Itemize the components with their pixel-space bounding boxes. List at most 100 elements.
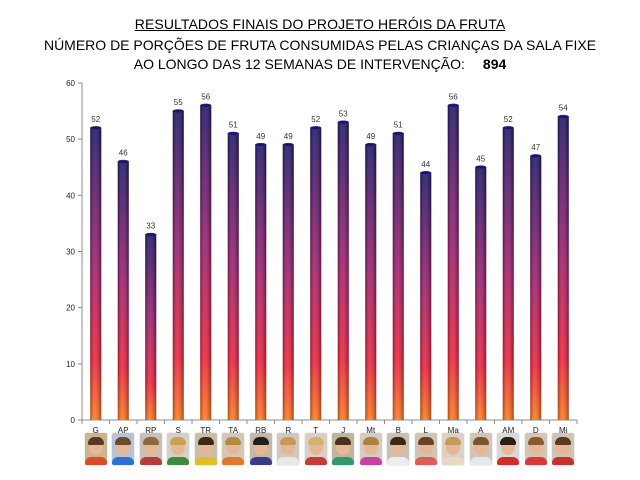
photo-shirt <box>552 457 575 465</box>
photo-shirt <box>304 457 327 465</box>
data-label: 54 <box>559 104 568 113</box>
child-photo <box>359 433 382 465</box>
photo-hair <box>280 437 297 445</box>
data-label: 56 <box>449 92 458 101</box>
bar-shading <box>90 127 102 420</box>
bar-shading <box>200 105 212 420</box>
bar-shading <box>337 122 349 421</box>
y-tick-label: 50 <box>66 135 75 144</box>
photo-shirt <box>414 457 437 465</box>
child-photo <box>442 433 465 465</box>
child-photo <box>249 433 272 465</box>
x-tick-label: RP <box>145 426 156 435</box>
x-tick-label: RB <box>255 426 266 435</box>
bar-top-cap <box>447 103 459 108</box>
bar-top-cap <box>200 103 212 108</box>
photo-hair <box>115 437 132 445</box>
bar-top-cap <box>255 142 267 147</box>
data-label: 49 <box>256 132 265 141</box>
photo-hair <box>225 437 242 445</box>
photo-hair <box>307 437 324 445</box>
bar-top-cap <box>475 165 487 170</box>
y-tick-label: 30 <box>66 248 75 257</box>
x-tick-label: AP <box>118 426 129 435</box>
y-tick-label: 60 <box>66 79 75 88</box>
photo-shirt <box>524 457 547 465</box>
bar-shading <box>145 234 157 420</box>
photo-hair <box>417 437 434 445</box>
data-label: 33 <box>146 222 155 231</box>
chart-subtitle-line-3: AO LONGO DAS 12 SEMANAS DE INTERVENÇÃO: 8… <box>0 56 640 72</box>
data-label: 55 <box>174 98 183 107</box>
x-tick-label: R <box>285 426 291 435</box>
photo-shirt <box>112 457 135 465</box>
data-label: 52 <box>311 115 320 124</box>
photo-hair <box>362 437 379 445</box>
data-label: 46 <box>119 149 128 158</box>
data-label: 49 <box>366 132 375 141</box>
child-photo <box>222 433 245 465</box>
photo-shirt <box>277 457 300 465</box>
child-photo <box>277 433 300 465</box>
photo-hair <box>142 437 159 445</box>
data-label: 47 <box>531 143 540 152</box>
photo-shirt <box>222 457 245 465</box>
child-photo <box>497 433 520 465</box>
bar-shading <box>557 116 569 420</box>
child-photo <box>194 433 217 465</box>
bar-top-cap <box>392 131 404 136</box>
bar-shading <box>117 161 129 420</box>
bar-shading <box>227 133 239 421</box>
child-photo <box>387 433 410 465</box>
photo-shirt <box>249 457 272 465</box>
x-tick-label: J <box>341 426 345 435</box>
photo-hair <box>335 437 352 445</box>
photo-hair <box>555 437 572 445</box>
photo-shirt <box>497 457 520 465</box>
bar-shading <box>172 111 184 420</box>
photo-hair <box>197 437 214 445</box>
child-photo <box>167 433 190 465</box>
children-photos <box>0 433 640 469</box>
photo-shirt <box>442 457 465 465</box>
data-label: 56 <box>201 92 210 101</box>
child-photo <box>139 433 162 465</box>
data-label: 53 <box>339 109 348 118</box>
bar-shading <box>310 127 322 420</box>
photo-shirt <box>139 457 162 465</box>
x-tick-label: G <box>93 426 99 435</box>
data-label: 52 <box>504 115 513 124</box>
data-label: 51 <box>229 121 238 130</box>
x-tick-label: TA <box>228 426 238 435</box>
y-tick-label: 10 <box>66 360 75 369</box>
photo-hair <box>170 437 187 445</box>
x-tick-label: TR <box>200 426 211 435</box>
photo-hair <box>527 437 544 445</box>
bar-shading <box>475 167 487 420</box>
bar-top-cap <box>172 109 184 113</box>
x-tick-label: D <box>533 426 539 435</box>
period-label: AO LONGO DAS 12 SEMANAS DE INTERVENÇÃO: <box>133 56 465 72</box>
y-tick-label: 0 <box>71 416 76 425</box>
child-photo <box>524 433 547 465</box>
x-tick-label: B <box>396 426 401 435</box>
bar-top-cap <box>365 142 377 147</box>
photo-shirt <box>332 457 355 465</box>
bar-top-cap <box>227 131 239 136</box>
bar-top-cap <box>502 126 514 130</box>
photo-shirt <box>84 457 107 465</box>
total-value: 894 <box>482 56 507 72</box>
x-tick-label: S <box>176 426 181 435</box>
child-photo <box>332 433 355 465</box>
chart-subtitle: NÚMERO DE PORÇÕES DE FRUTA CONSUMIDAS PE… <box>43 37 597 53</box>
y-tick-label: 20 <box>66 304 75 313</box>
child-photo <box>112 433 135 465</box>
photo-hair <box>252 437 269 445</box>
chart-bars <box>90 103 569 421</box>
photo-hair <box>390 437 407 445</box>
data-label: 51 <box>394 121 403 130</box>
bar-top-cap <box>530 154 542 158</box>
data-label: 52 <box>91 115 100 124</box>
bar-top-cap <box>557 114 569 119</box>
